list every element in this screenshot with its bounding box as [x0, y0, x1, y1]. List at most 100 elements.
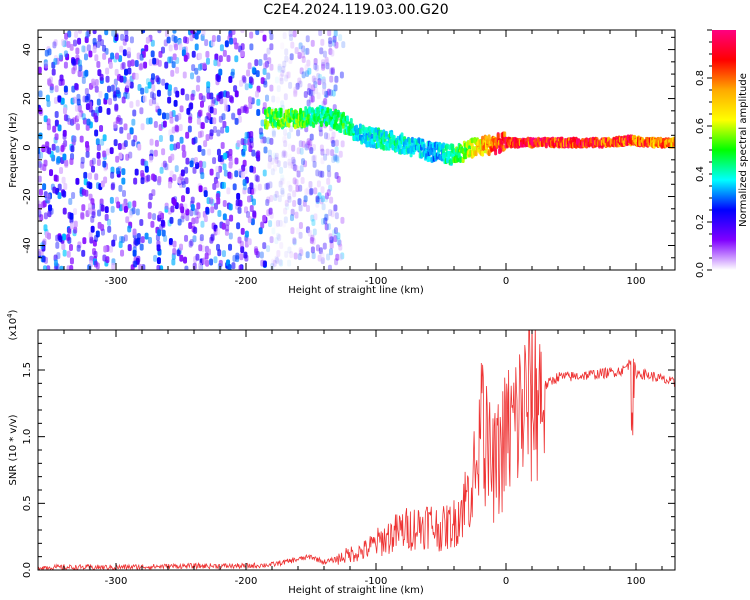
- spectrogram-cell: [247, 216, 252, 224]
- spectrogram-cell: [263, 53, 268, 61]
- spectrogram-cell: [287, 161, 292, 169]
- spectrogram-ridge-cell: [481, 150, 485, 157]
- spectrogram-cell: [238, 264, 243, 270]
- spectrogram-cell: [185, 214, 190, 222]
- spectrogram-cell: [97, 209, 102, 217]
- spectrogram-cell: [170, 69, 175, 77]
- spectrogram-cell: [147, 81, 152, 89]
- spectrogram-cell: [322, 50, 327, 58]
- spectrogram-cell: [225, 218, 230, 226]
- spectrogram-cell: [46, 100, 51, 108]
- x-tick-label: 0: [503, 576, 509, 587]
- spectrogram-cell: [338, 34, 343, 42]
- spectrogram-cell: [105, 75, 110, 83]
- spectrogram-cell: [190, 196, 195, 204]
- spectrogram-cell: [251, 66, 256, 74]
- spectrogram-cell: [308, 139, 313, 147]
- spectrogram-cell: [265, 182, 270, 190]
- spectrogram-cell: [193, 208, 198, 216]
- spectrogram-cell: [125, 81, 130, 89]
- spectrogram-cell: [267, 155, 272, 163]
- spectrogram-cell: [107, 218, 112, 226]
- spectrogram-cell: [232, 254, 237, 262]
- spectrogram-cell: [165, 112, 170, 120]
- spectrogram-cell: [328, 209, 333, 217]
- spectrogram-cell: [332, 35, 337, 43]
- spectrogram-cell: [177, 218, 182, 226]
- spectrogram-cell: [128, 151, 133, 159]
- spectrogram-cell: [313, 63, 318, 71]
- spectrogram-cell: [57, 183, 62, 191]
- spectrogram-cell: [118, 241, 123, 249]
- spectrogram-cell: [204, 115, 209, 123]
- spectrogram-cell: [274, 154, 279, 162]
- spectrogram-cell: [280, 187, 285, 195]
- spectrogram-cell: [210, 39, 215, 47]
- spectrogram-cell: [38, 175, 42, 183]
- spectrogram-cell: [276, 160, 281, 168]
- spectrogram-cell: [96, 143, 101, 151]
- spectrogram-cell: [307, 229, 312, 237]
- spectrogram-cell: [111, 262, 116, 270]
- spectrogram-cell: [115, 155, 120, 163]
- spectrogram-cell: [312, 154, 317, 162]
- spectrogram-cell: [205, 259, 210, 267]
- spectrogram-cell: [212, 126, 217, 134]
- spectrogram-cell: [222, 120, 227, 128]
- spectrogram-cell: [269, 43, 274, 51]
- spectrogram-cell: [302, 199, 307, 207]
- spectrogram-cell: [320, 38, 325, 46]
- spectrogram-cell: [132, 109, 137, 117]
- spectrogram-cell: [334, 139, 339, 147]
- spectrogram-cell: [305, 47, 310, 55]
- spectrogram-cell: [270, 168, 275, 176]
- spectrogram-cell: [184, 166, 189, 174]
- spectrogram-cell: [311, 144, 316, 152]
- spectrogram-cell: [187, 125, 192, 133]
- spectrogram-cell: [193, 226, 198, 234]
- spectrogram-cell: [331, 139, 336, 147]
- spectrogram-cell: [184, 265, 189, 270]
- spectrogram-cell: [304, 64, 309, 72]
- spectrogram-cell: [54, 111, 59, 119]
- spectrogram-cell: [303, 195, 308, 203]
- spectrogram-cell: [110, 52, 115, 60]
- spectrogram-cell: [62, 249, 67, 257]
- spectrogram-cell: [317, 78, 322, 86]
- spectrogram-cell: [329, 236, 334, 244]
- spectrogram-cell: [274, 76, 279, 84]
- spectrogram-cell: [149, 138, 154, 146]
- spectrogram-cell: [294, 47, 299, 55]
- spectrogram-cell: [166, 36, 171, 44]
- spectrogram-cell: [138, 63, 143, 71]
- spectrogram-cell: [218, 91, 223, 99]
- spectrogram-cell: [158, 211, 163, 219]
- spectrogram-cell: [110, 171, 115, 179]
- spectrogram-cell: [197, 131, 202, 139]
- spectrogram-ridge-cell: [345, 115, 349, 122]
- spectrogram-cell: [189, 160, 194, 168]
- spectrogram-cell: [91, 157, 96, 165]
- spectrogram-cell: [46, 193, 51, 201]
- spectrogram-cell: [251, 187, 256, 195]
- spectrogram-cell: [282, 135, 287, 143]
- spectrogram-ridge-cell: [266, 120, 270, 127]
- spectrogram-cell: [282, 149, 287, 157]
- spectrogram-cell: [227, 264, 232, 270]
- spectrogram-cell: [240, 227, 245, 235]
- spectrogram-cell: [199, 234, 204, 242]
- spectrogram-cell: [229, 37, 234, 45]
- spectrogram-cell: [271, 258, 276, 266]
- spectrogram-cell: [147, 236, 152, 244]
- spectrogram-cell: [309, 236, 314, 244]
- spectrogram-cell: [325, 58, 330, 66]
- spectrogram-cell: [129, 101, 134, 109]
- spectrogram-cell: [292, 164, 297, 172]
- spectrogram-cell: [194, 216, 199, 224]
- spectrogram-cell: [71, 58, 76, 66]
- spectrogram-cell: [292, 200, 297, 208]
- spectrogram-ridge-cell: [427, 155, 431, 162]
- spectrogram-cell: [259, 132, 264, 140]
- spectrogram-cell: [338, 150, 343, 158]
- spectrogram-ridge-cell: [470, 137, 474, 144]
